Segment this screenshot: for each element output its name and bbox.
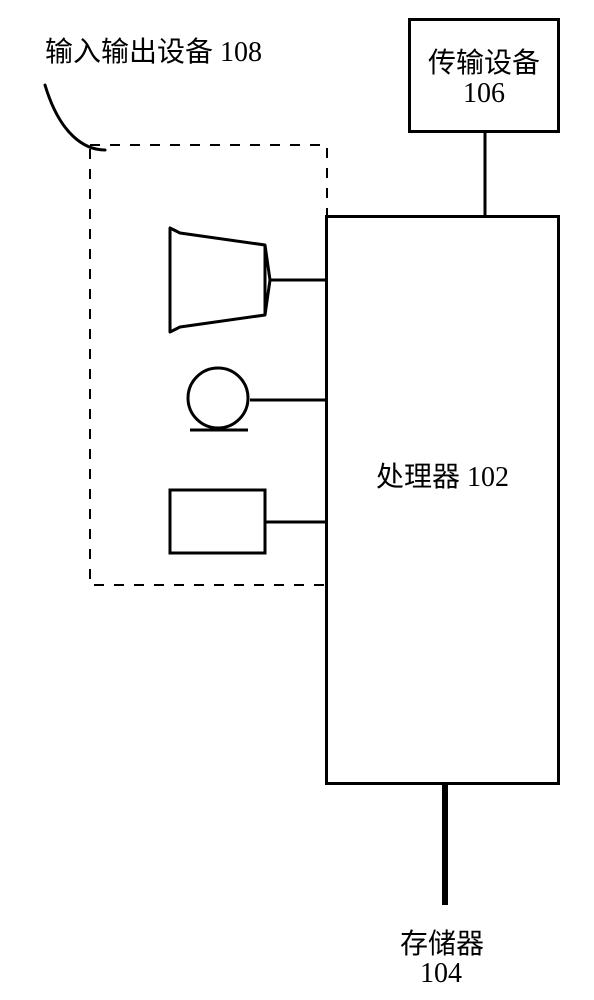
- circle-icon: [188, 368, 248, 428]
- io-container-rect: [90, 145, 327, 585]
- processor-label: 处理器 102: [328, 455, 557, 495]
- io-device-label: 输入输出设备 108: [45, 30, 262, 70]
- processor-box: 处理器 102: [325, 215, 560, 785]
- transfer-device-label-2: 106: [411, 78, 557, 110]
- transfer-device-label-1: 传输设备: [411, 41, 557, 81]
- io-label-callout-curve: [45, 85, 105, 150]
- io-small-box: [170, 490, 265, 553]
- memory-label-2: 104: [420, 958, 462, 990]
- transfer-device-box: 传输设备 106: [408, 18, 560, 133]
- speaker-icon: [170, 228, 270, 332]
- diagram-canvas: 传输设备 106 处理器 102 输入输出设备 108 存储器 104: [0, 0, 594, 1000]
- memory-label-1: 存储器: [400, 922, 484, 962]
